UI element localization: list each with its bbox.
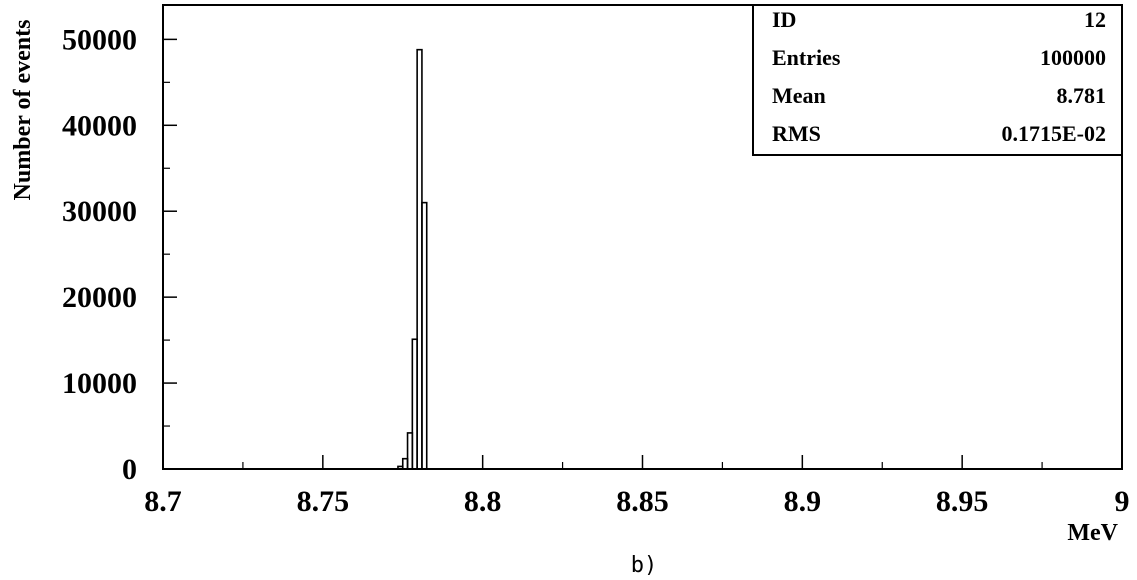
stats-label: RMS	[772, 121, 821, 146]
y-tick-label: 50000	[62, 23, 137, 56]
histogram-bin	[421, 201, 428, 470]
stats-value: 0.1715E-02	[1002, 121, 1107, 146]
stats-value: 8.781	[1057, 83, 1107, 108]
y-tick-label: 20000	[62, 281, 137, 314]
x-tick-label: 9	[1115, 485, 1130, 518]
y-tick-label: 0	[122, 453, 137, 486]
stats-value: 100000	[1040, 45, 1106, 70]
x-tick-label: 8.85	[616, 485, 669, 518]
y-tick-label: 10000	[62, 367, 137, 400]
x-tick-label: 8.7	[144, 485, 182, 518]
stats-label: Entries	[772, 45, 841, 70]
stats-label: ID	[772, 7, 796, 32]
x-tick-label: 8.95	[936, 485, 989, 518]
y-axis-title: Number of events	[10, 20, 36, 201]
x-tick-label: 8.75	[297, 485, 350, 518]
stats-value: 12	[1084, 7, 1106, 32]
y-tick-label: 40000	[62, 109, 137, 142]
x-tick-label: 8.8	[464, 485, 502, 518]
stats-box	[752, 4, 1123, 156]
y-tick-label: 30000	[62, 195, 137, 228]
x-tick-label: 8.9	[784, 485, 822, 518]
stats-label: Mean	[772, 83, 826, 108]
figure-caption: b)	[631, 553, 658, 578]
x-axis-title: MeV	[1067, 520, 1118, 546]
